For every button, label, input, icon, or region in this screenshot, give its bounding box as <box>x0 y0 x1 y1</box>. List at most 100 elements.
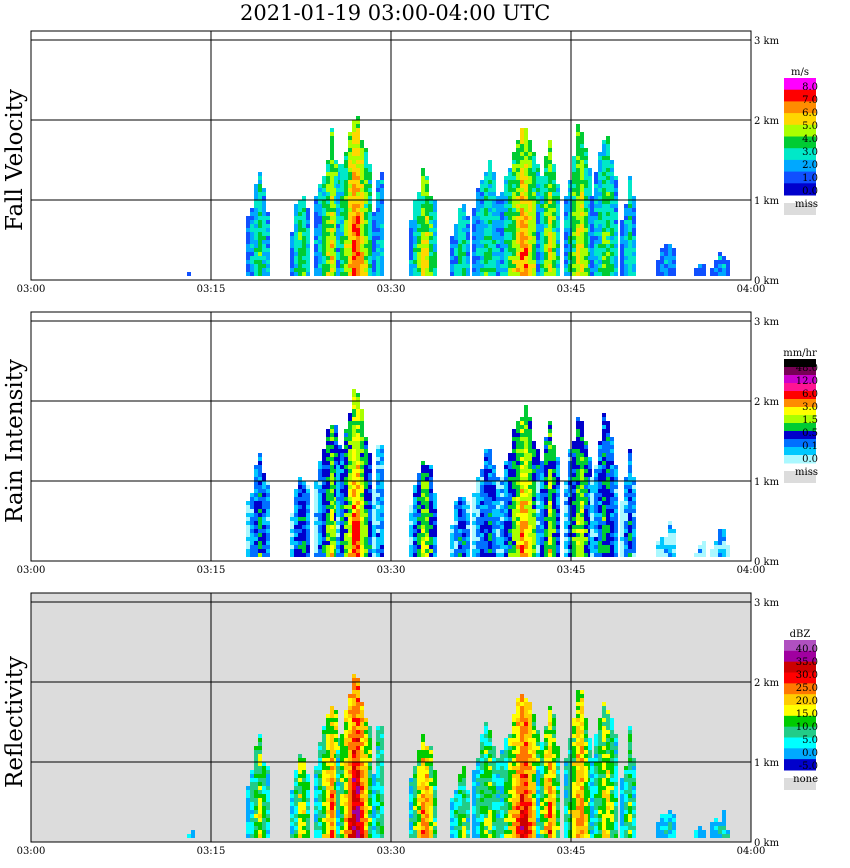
echo-cell <box>340 196 344 200</box>
echo-cell <box>433 505 437 509</box>
echo-cell <box>298 814 302 818</box>
echo-cell <box>520 180 524 184</box>
echo-cell <box>409 521 413 525</box>
echo-cell <box>356 184 360 188</box>
echo-cell <box>356 248 360 252</box>
echo-cell <box>376 509 380 513</box>
echo-cell <box>528 433 532 437</box>
echo-cell <box>360 184 364 188</box>
echo-cell <box>429 232 433 236</box>
echo-cell <box>602 457 606 461</box>
echo-cell <box>508 220 512 224</box>
echo-cell <box>360 192 364 196</box>
echo-cell <box>266 541 270 545</box>
echo-cell <box>376 204 380 208</box>
echo-cell <box>266 826 270 830</box>
echo-cell <box>620 264 624 268</box>
echo-cell <box>421 533 425 537</box>
echo-cell <box>360 441 364 445</box>
echo-cell <box>425 465 429 469</box>
echo-cell <box>536 212 540 216</box>
echo-cell <box>718 529 722 533</box>
echo-cell <box>516 461 520 465</box>
echo-cell <box>348 204 352 208</box>
echo-cell <box>492 505 496 509</box>
echo-cell <box>664 248 668 252</box>
echo-cell <box>344 156 348 160</box>
echo-cell <box>364 148 368 152</box>
echo-cell <box>356 529 360 533</box>
echo-cell <box>632 244 636 248</box>
echo-cell <box>425 260 429 264</box>
echo-cell <box>409 529 413 533</box>
echo-cell <box>368 501 372 505</box>
echo-cell <box>606 220 610 224</box>
echo-cell <box>306 256 310 260</box>
echo-cell <box>306 505 310 509</box>
echo-cell <box>480 272 484 276</box>
echo-cell <box>298 758 302 762</box>
echo-cell <box>664 268 668 272</box>
echo-cell <box>698 545 702 549</box>
echo-cell <box>348 810 352 814</box>
echo-cell <box>380 244 384 248</box>
echo-cell <box>326 770 330 774</box>
echo-cell <box>610 501 614 505</box>
echo-cell <box>352 192 356 196</box>
echo-cell <box>488 272 492 276</box>
echo-cell <box>318 244 322 248</box>
echo-cell <box>512 445 516 449</box>
echo-cell <box>254 782 258 786</box>
echo-cell <box>417 212 421 216</box>
echo-cell <box>466 525 470 529</box>
echo-cell <box>520 465 524 469</box>
echo-cell <box>584 461 588 465</box>
echo-cell <box>614 525 618 529</box>
echo-cell <box>314 509 318 513</box>
echo-cell <box>614 553 618 557</box>
echo-cell <box>532 481 536 485</box>
echo-cell <box>262 188 266 192</box>
echo-cell <box>508 513 512 517</box>
echo-cell <box>602 140 606 144</box>
echo-cell <box>348 433 352 437</box>
echo-cell <box>340 248 344 252</box>
echo-cell <box>344 521 348 525</box>
echo-cell <box>348 485 352 489</box>
echo-cell <box>584 513 588 517</box>
echo-cell <box>348 778 352 782</box>
echo-cell <box>632 272 636 276</box>
echo-cell <box>552 473 556 477</box>
echo-cell <box>610 521 614 525</box>
echo-cell <box>314 545 318 549</box>
echo-cell <box>413 505 417 509</box>
echo-cell <box>458 256 462 260</box>
echo-cell <box>360 140 364 144</box>
echo-cell <box>584 505 588 509</box>
echo-cell <box>516 469 520 473</box>
echo-cell <box>340 798 344 802</box>
echo-cell <box>302 549 306 553</box>
echo-cell <box>576 156 580 160</box>
echo-cell <box>500 212 504 216</box>
echo-cell <box>528 252 532 256</box>
echo-cell <box>356 533 360 537</box>
echo-cell <box>532 176 536 180</box>
echo-cell <box>429 212 433 216</box>
echo-cell <box>584 156 588 160</box>
echo-cell <box>580 545 584 549</box>
echo-cell <box>528 192 532 196</box>
echo-cell <box>450 252 454 256</box>
echo-cell <box>572 453 576 457</box>
echo-cell <box>454 553 458 557</box>
echo-cell <box>306 802 310 806</box>
echo-cell <box>258 180 262 184</box>
echo-cell <box>314 541 318 545</box>
echo-cell <box>352 144 356 148</box>
echo-cell <box>516 485 520 489</box>
echo-cell <box>628 497 632 501</box>
echo-cell <box>552 212 556 216</box>
echo-cell <box>330 148 334 152</box>
echo-cell <box>306 818 310 822</box>
